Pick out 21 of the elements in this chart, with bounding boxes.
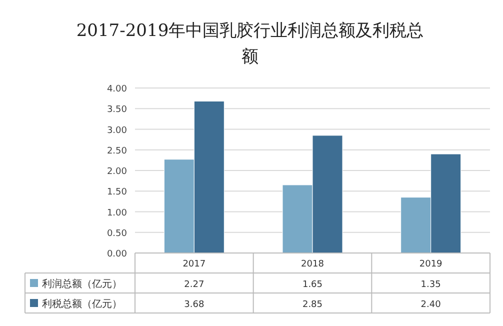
y-tick-label: 2.50	[106, 146, 128, 156]
y-tick-label: 0.00	[106, 250, 128, 260]
data-label: 1.65	[302, 280, 323, 290]
y-tick-label: 1.00	[106, 208, 128, 218]
y-tick-label: 1.50	[106, 188, 128, 198]
x-tick-label: 2019	[419, 260, 443, 270]
data-label: 2.27	[184, 280, 204, 290]
data-label: 3.68	[184, 300, 204, 310]
legend-label: 利税总额（亿元）	[42, 298, 122, 310]
data-label: 2.85	[302, 300, 323, 310]
y-tick-label: 3.00	[106, 126, 128, 136]
y-tick-label: 2.00	[106, 167, 128, 177]
x-tick-label: 2017	[182, 260, 206, 270]
x-tick-label: 2018	[301, 260, 324, 270]
data-label: 2.40	[420, 300, 442, 310]
y-tick-label: 4.00	[106, 84, 128, 94]
y-tick-label: 3.50	[106, 105, 128, 116]
data-label: 1.35	[420, 280, 441, 290]
y-tick-label: 0.50	[106, 228, 128, 239]
legend-label: 利润总额（亿元）	[42, 278, 122, 290]
chart-title: 2017-2019年中国乳胶行业利润总额及利税总额	[75, 20, 425, 69]
